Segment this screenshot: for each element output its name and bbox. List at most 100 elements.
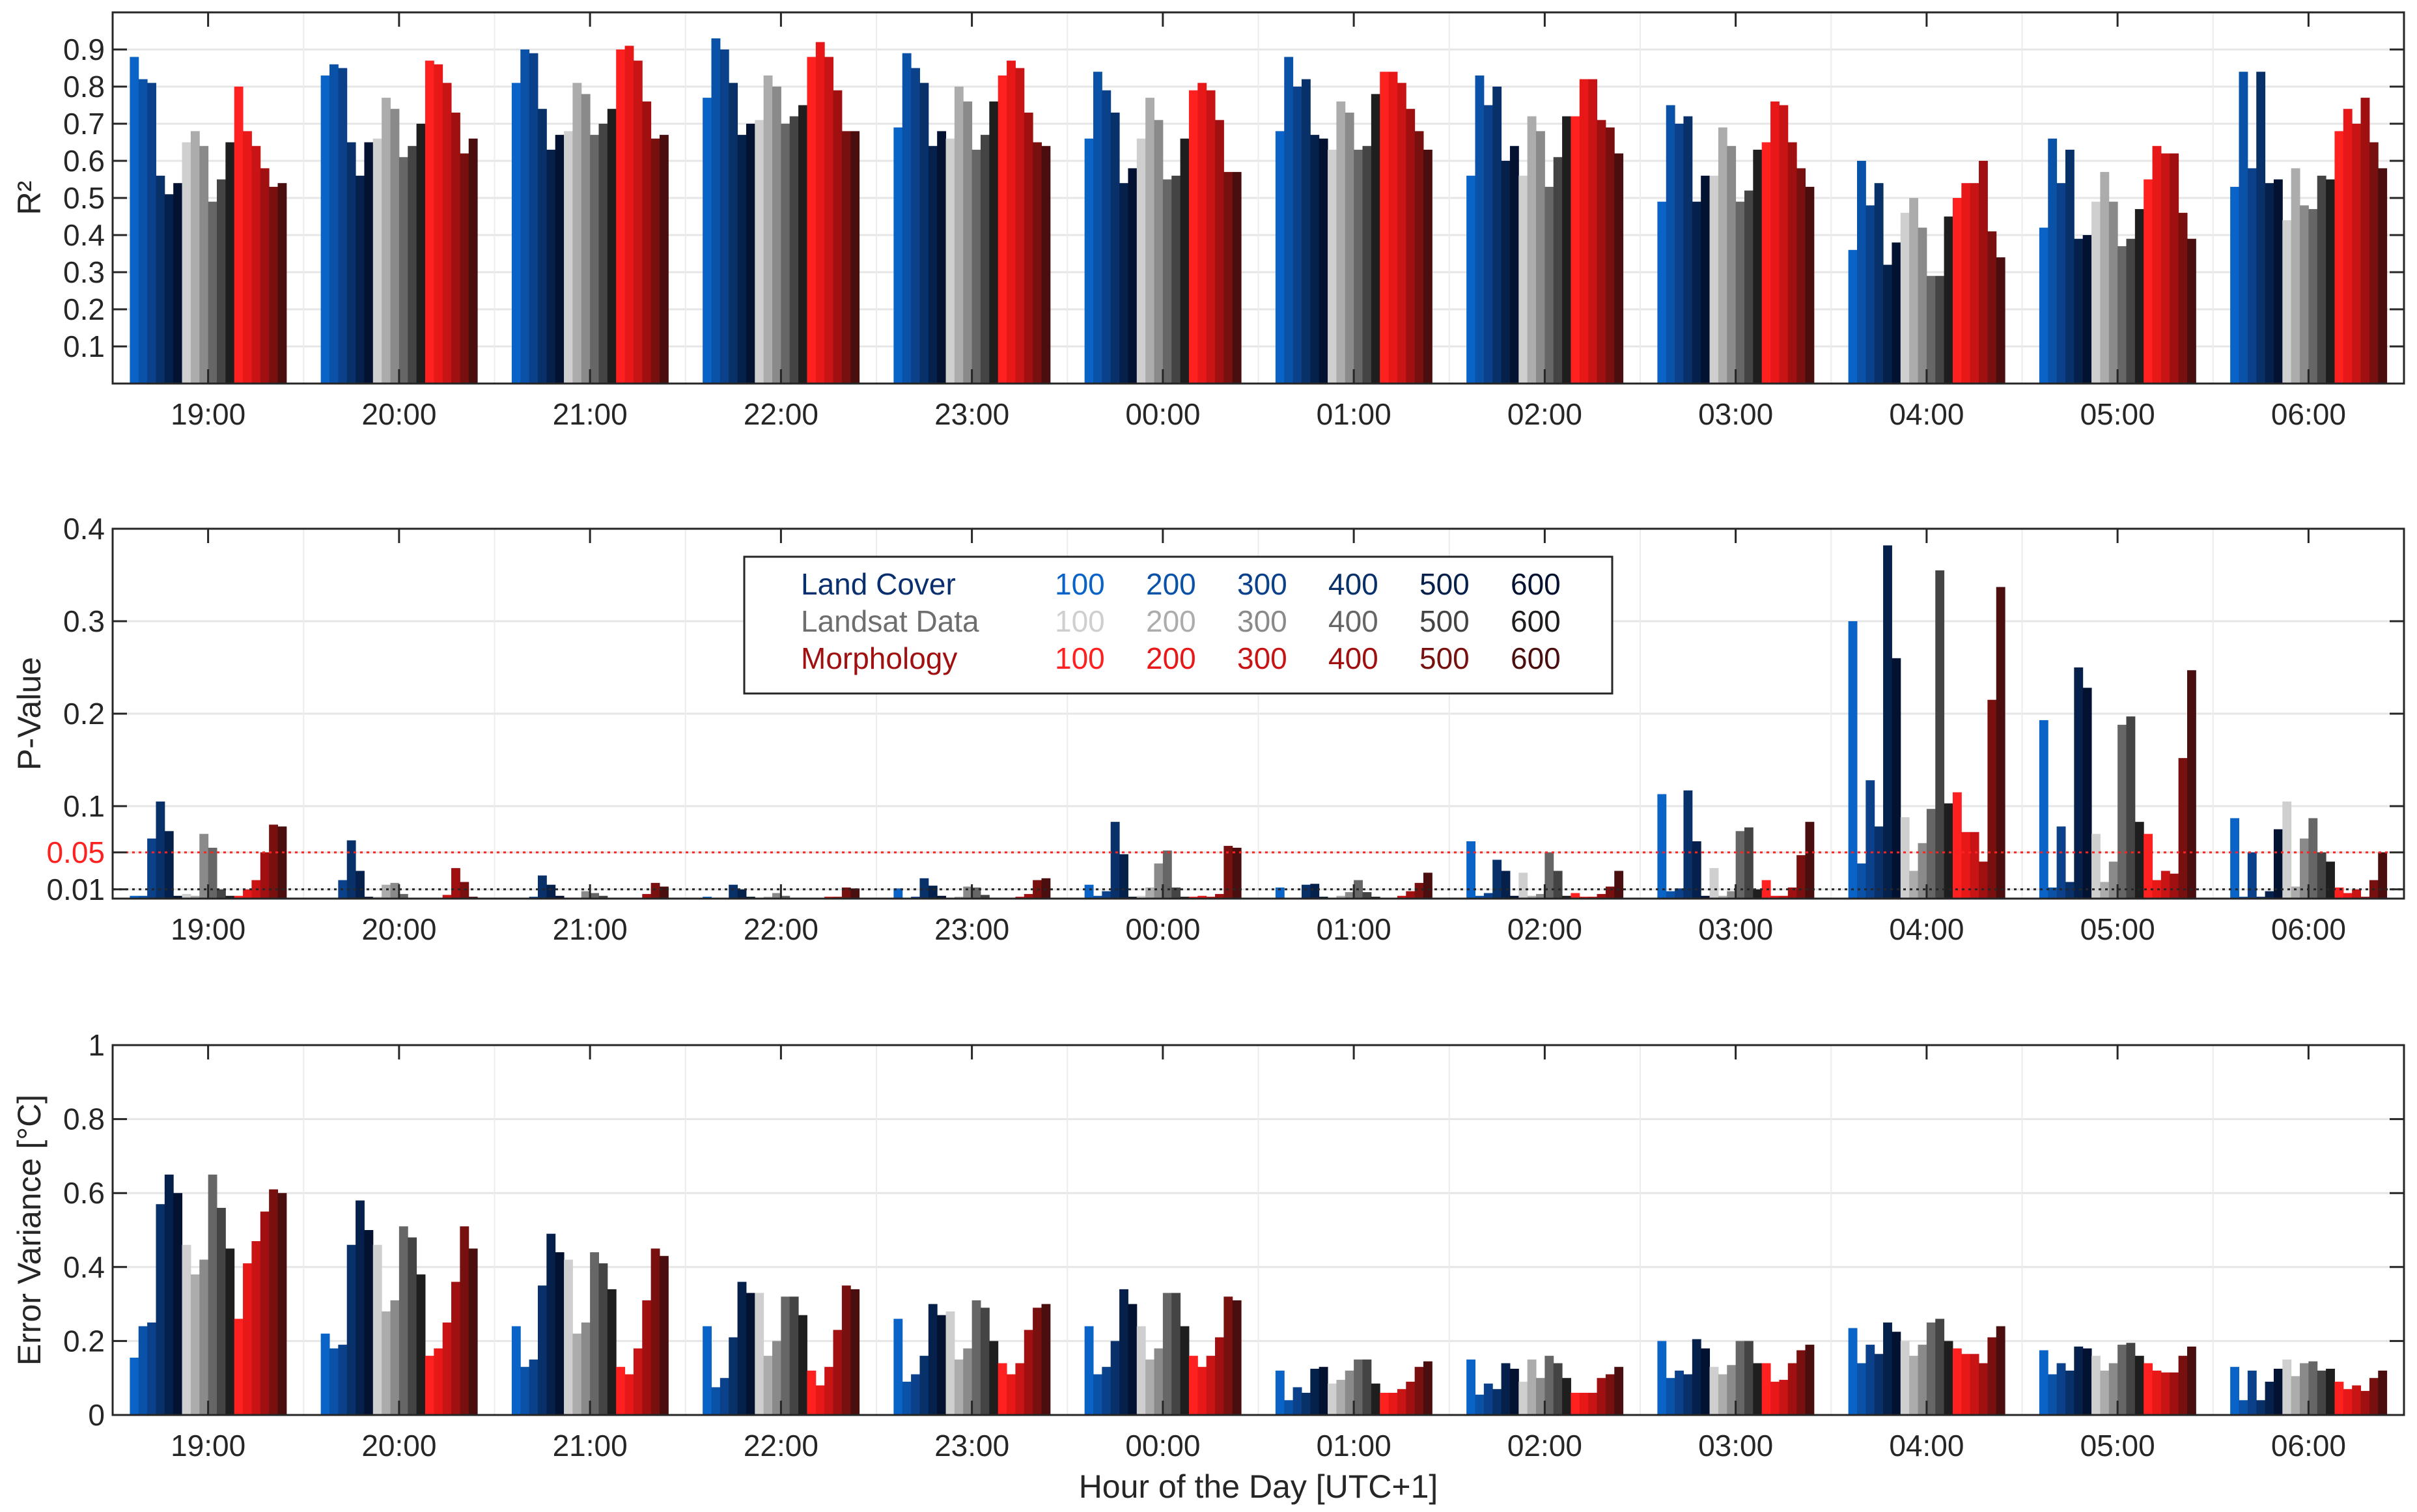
bar-04:00-4 (1883, 545, 1892, 899)
bar-19:00-1 (138, 79, 148, 384)
y-tick-label: 0.6 (63, 1176, 105, 1210)
x-tick-label: 21:00 (553, 912, 628, 946)
bar-20:00-2 (338, 1345, 348, 1415)
y-tick-label: 0.5 (63, 181, 105, 215)
bar-23:00-4 (928, 1304, 938, 1415)
bar-21:00-7 (572, 1334, 582, 1415)
bar-03:00-2 (1675, 124, 1684, 384)
bar-06:00-0 (2230, 818, 2240, 899)
bar-21:00-1 (520, 1367, 530, 1415)
bar-23:00-8 (963, 101, 973, 384)
bar-19:00-11 (225, 895, 235, 899)
y-axis-label: R² (11, 181, 48, 216)
bar-19:00-13 (243, 889, 252, 899)
bar-21:00-15 (642, 101, 652, 384)
y-tick-label: 0.4 (63, 1250, 105, 1284)
bar-23:00-12 (998, 1363, 1007, 1415)
legend-item: 200 (1146, 641, 1196, 675)
bar-04:00-8 (1918, 843, 1927, 899)
bar-00:00-13 (1197, 1367, 1207, 1415)
bar-05:00-11 (2134, 209, 2144, 384)
legend-item: 400 (1328, 567, 1378, 601)
bar-01:00-15 (1406, 1381, 1416, 1415)
y-axis-label: P-Value (11, 657, 48, 770)
bar-21:00-8 (581, 1323, 591, 1415)
bar-05:00-17 (2186, 670, 2196, 899)
bar-19:00-13 (243, 1263, 252, 1415)
bar-04:00-1 (1857, 1363, 1866, 1415)
bar-02:00-7 (1527, 1359, 1537, 1415)
bar-03:00-7 (1718, 895, 1727, 899)
bar-00:00-0 (1084, 138, 1094, 384)
bar-04:00-7 (1909, 1356, 1919, 1415)
bar-03:00-13 (1770, 1381, 1780, 1415)
bar-22:00-17 (850, 131, 860, 384)
bar-21:00-5 (555, 1252, 565, 1415)
bar-05:00-5 (2082, 1348, 2092, 1415)
x-tick-label: 20:00 (361, 912, 436, 946)
bar-04:00-2 (1865, 205, 1875, 384)
legend-item: 500 (1419, 641, 1470, 675)
bar-21:00-12 (616, 49, 626, 384)
bar-21:00-3 (537, 875, 547, 899)
x-tick-label: 21:00 (553, 397, 628, 431)
x-tick-label: 03:00 (1698, 912, 1773, 946)
bar-00:00-11 (1180, 1326, 1190, 1415)
bar-02:00-8 (1536, 131, 1545, 384)
bar-03:00-3 (1683, 116, 1693, 384)
bar-01:00-7 (1336, 101, 1346, 384)
bar-00:00-9 (1162, 1293, 1172, 1415)
bar-02:00-0 (1466, 1359, 1476, 1415)
y-tick-label: 0.1 (63, 789, 105, 823)
bar-23:00-0 (893, 127, 903, 384)
bar-02:00-2 (1483, 105, 1493, 384)
bar-02:00-14 (1588, 1392, 1598, 1415)
bar-22:00-14 (824, 57, 834, 384)
bar-03:00-11 (1753, 889, 1763, 899)
bar-23:00-3 (919, 878, 929, 899)
bar-19:00-0 (130, 1357, 139, 1415)
bar-01:00-17 (1423, 873, 1432, 899)
bar-05:00-6 (2091, 1356, 2101, 1415)
bar-03:00-6 (1709, 868, 1719, 899)
bar-00:00-1 (1093, 72, 1102, 384)
bar-19:00-15 (260, 168, 270, 384)
bar-04:00-10 (1935, 570, 1945, 899)
bar-04:00-7 (1909, 871, 1919, 899)
bar-06:00-13 (2343, 109, 2353, 384)
bar-06:00-11 (2326, 861, 2335, 899)
bar-05:00-4 (2074, 1346, 2084, 1415)
bar-04:00-16 (1987, 1337, 1997, 1415)
bar-20:00-3 (346, 142, 356, 384)
bar-02:00-0 (1466, 175, 1476, 384)
bar-04:00-12 (1952, 792, 1962, 899)
bar-22:00-17 (850, 888, 860, 899)
axes-frame (111, 1044, 2405, 1416)
bar-19:00-4 (164, 831, 174, 899)
bar-05:00-14 (2160, 871, 2170, 899)
bar-21:00-14 (633, 61, 643, 384)
bar-00:00-1 (1093, 895, 1102, 899)
bar-19:00-12 (234, 895, 244, 899)
bar-00:00-3 (1110, 822, 1120, 899)
bar-19:00-17 (277, 183, 287, 384)
legend-row-label: Morphology (801, 641, 957, 675)
bar-19:00-17 (277, 1193, 287, 1415)
bar-03:00-16 (1796, 168, 1806, 384)
bar-21:00-10 (598, 895, 608, 899)
x-tick-label: 06:00 (2271, 912, 2346, 946)
bar-21:00-15 (642, 1300, 652, 1415)
bar-22:00-15 (833, 1330, 843, 1415)
x-tick-label: 03:00 (1698, 1429, 1773, 1463)
bar-04:00-9 (1926, 1323, 1936, 1415)
bar-03:00-0 (1657, 1341, 1667, 1415)
bar-06:00-17 (2378, 168, 2388, 384)
bar-23:00-9 (971, 149, 981, 384)
bar-21:00-13 (624, 1374, 634, 1415)
x-tick-label: 19:00 (171, 912, 245, 946)
bar-06:00-12 (2334, 1381, 2344, 1415)
bar-22:00-6 (755, 1293, 764, 1415)
bar-02:00-13 (1579, 1392, 1589, 1415)
bar-06:00-3 (2256, 72, 2266, 384)
bar-03:00-13 (1770, 101, 1780, 384)
